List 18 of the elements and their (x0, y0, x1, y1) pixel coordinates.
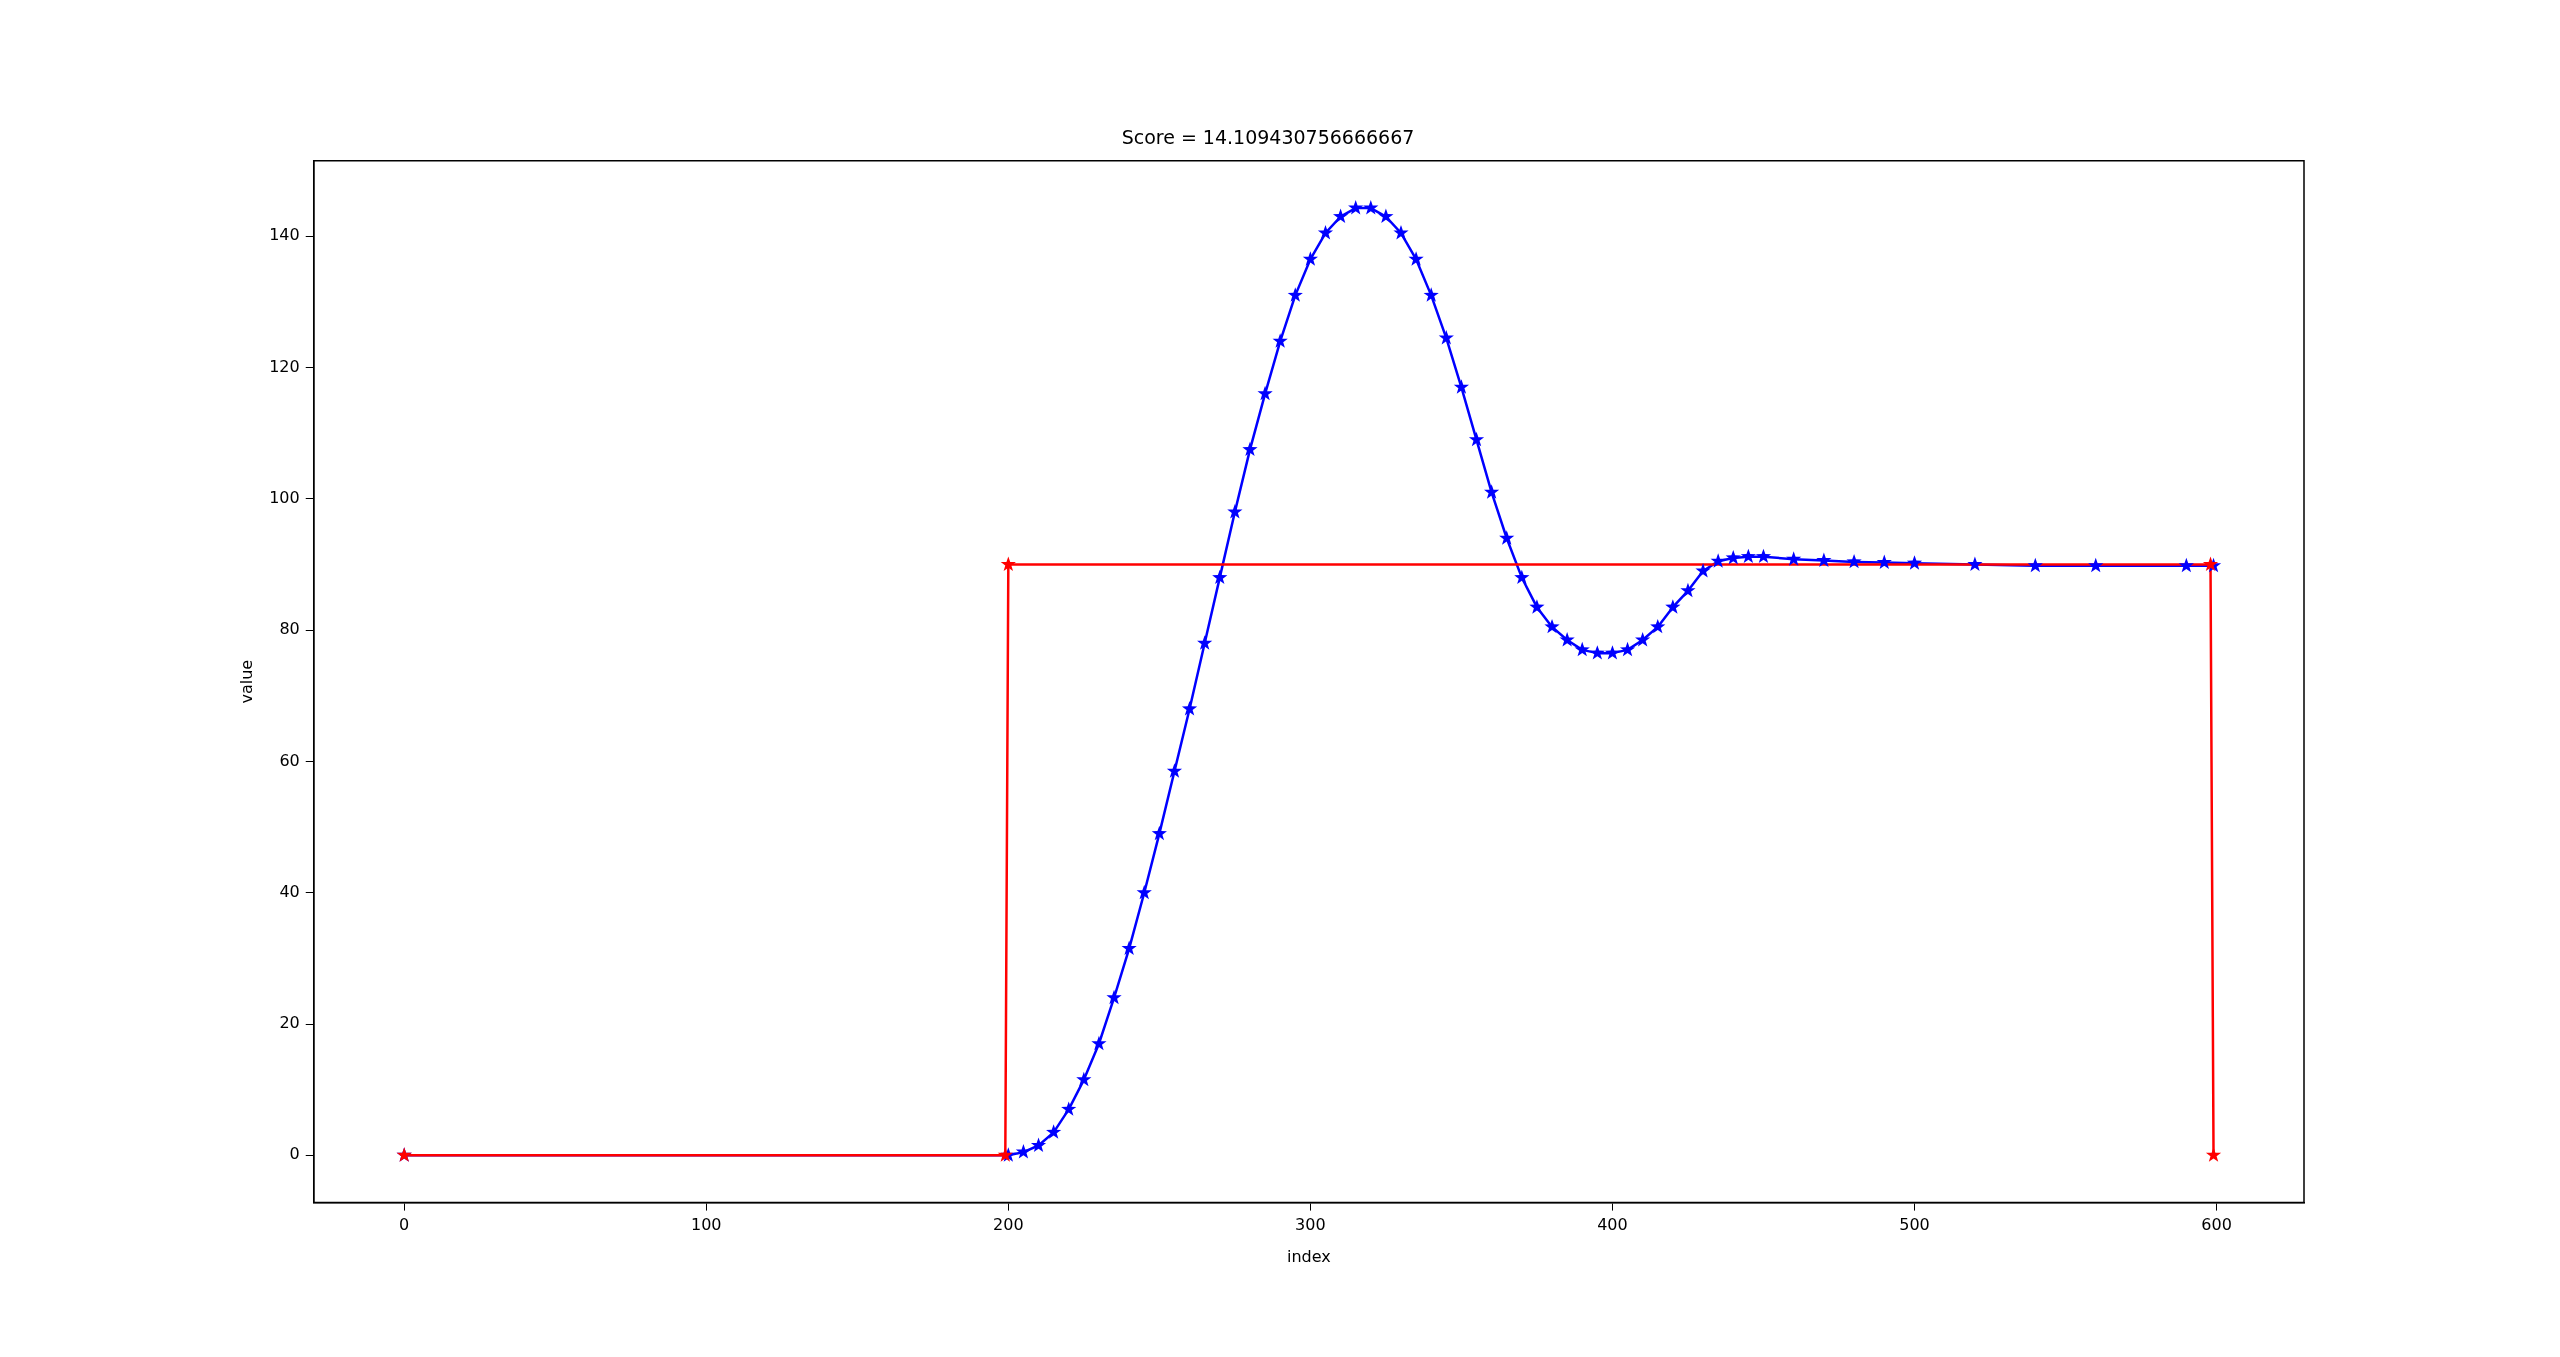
x-tick-label: 100 (690, 1215, 722, 1235)
y-tick-label: 100 (269, 488, 300, 508)
x-axis-title: index (1286, 1246, 1331, 1266)
x-tick-label: 200 (993, 1215, 1024, 1235)
y-axis-title: value (236, 659, 256, 704)
y-tick-label: 0 (289, 1144, 300, 1164)
x-tick-label: 0 (399, 1215, 410, 1235)
y-tick-label: 20 (279, 1013, 300, 1033)
y-tick-label: 120 (269, 356, 300, 376)
y-tick-label: 80 (279, 619, 300, 639)
y-tick-label: 40 (279, 881, 300, 901)
y-tick-label: 60 (279, 750, 300, 770)
x-tick-label: 300 (1295, 1215, 1326, 1235)
x-tick-label: 500 (1899, 1215, 1930, 1235)
x-tick-label: 400 (1597, 1215, 1628, 1235)
x-tick-label: 600 (2201, 1215, 2232, 1235)
y-tick-label: 140 (269, 225, 300, 245)
chart-title: Score = 14.109430756666667 (1121, 126, 1415, 149)
